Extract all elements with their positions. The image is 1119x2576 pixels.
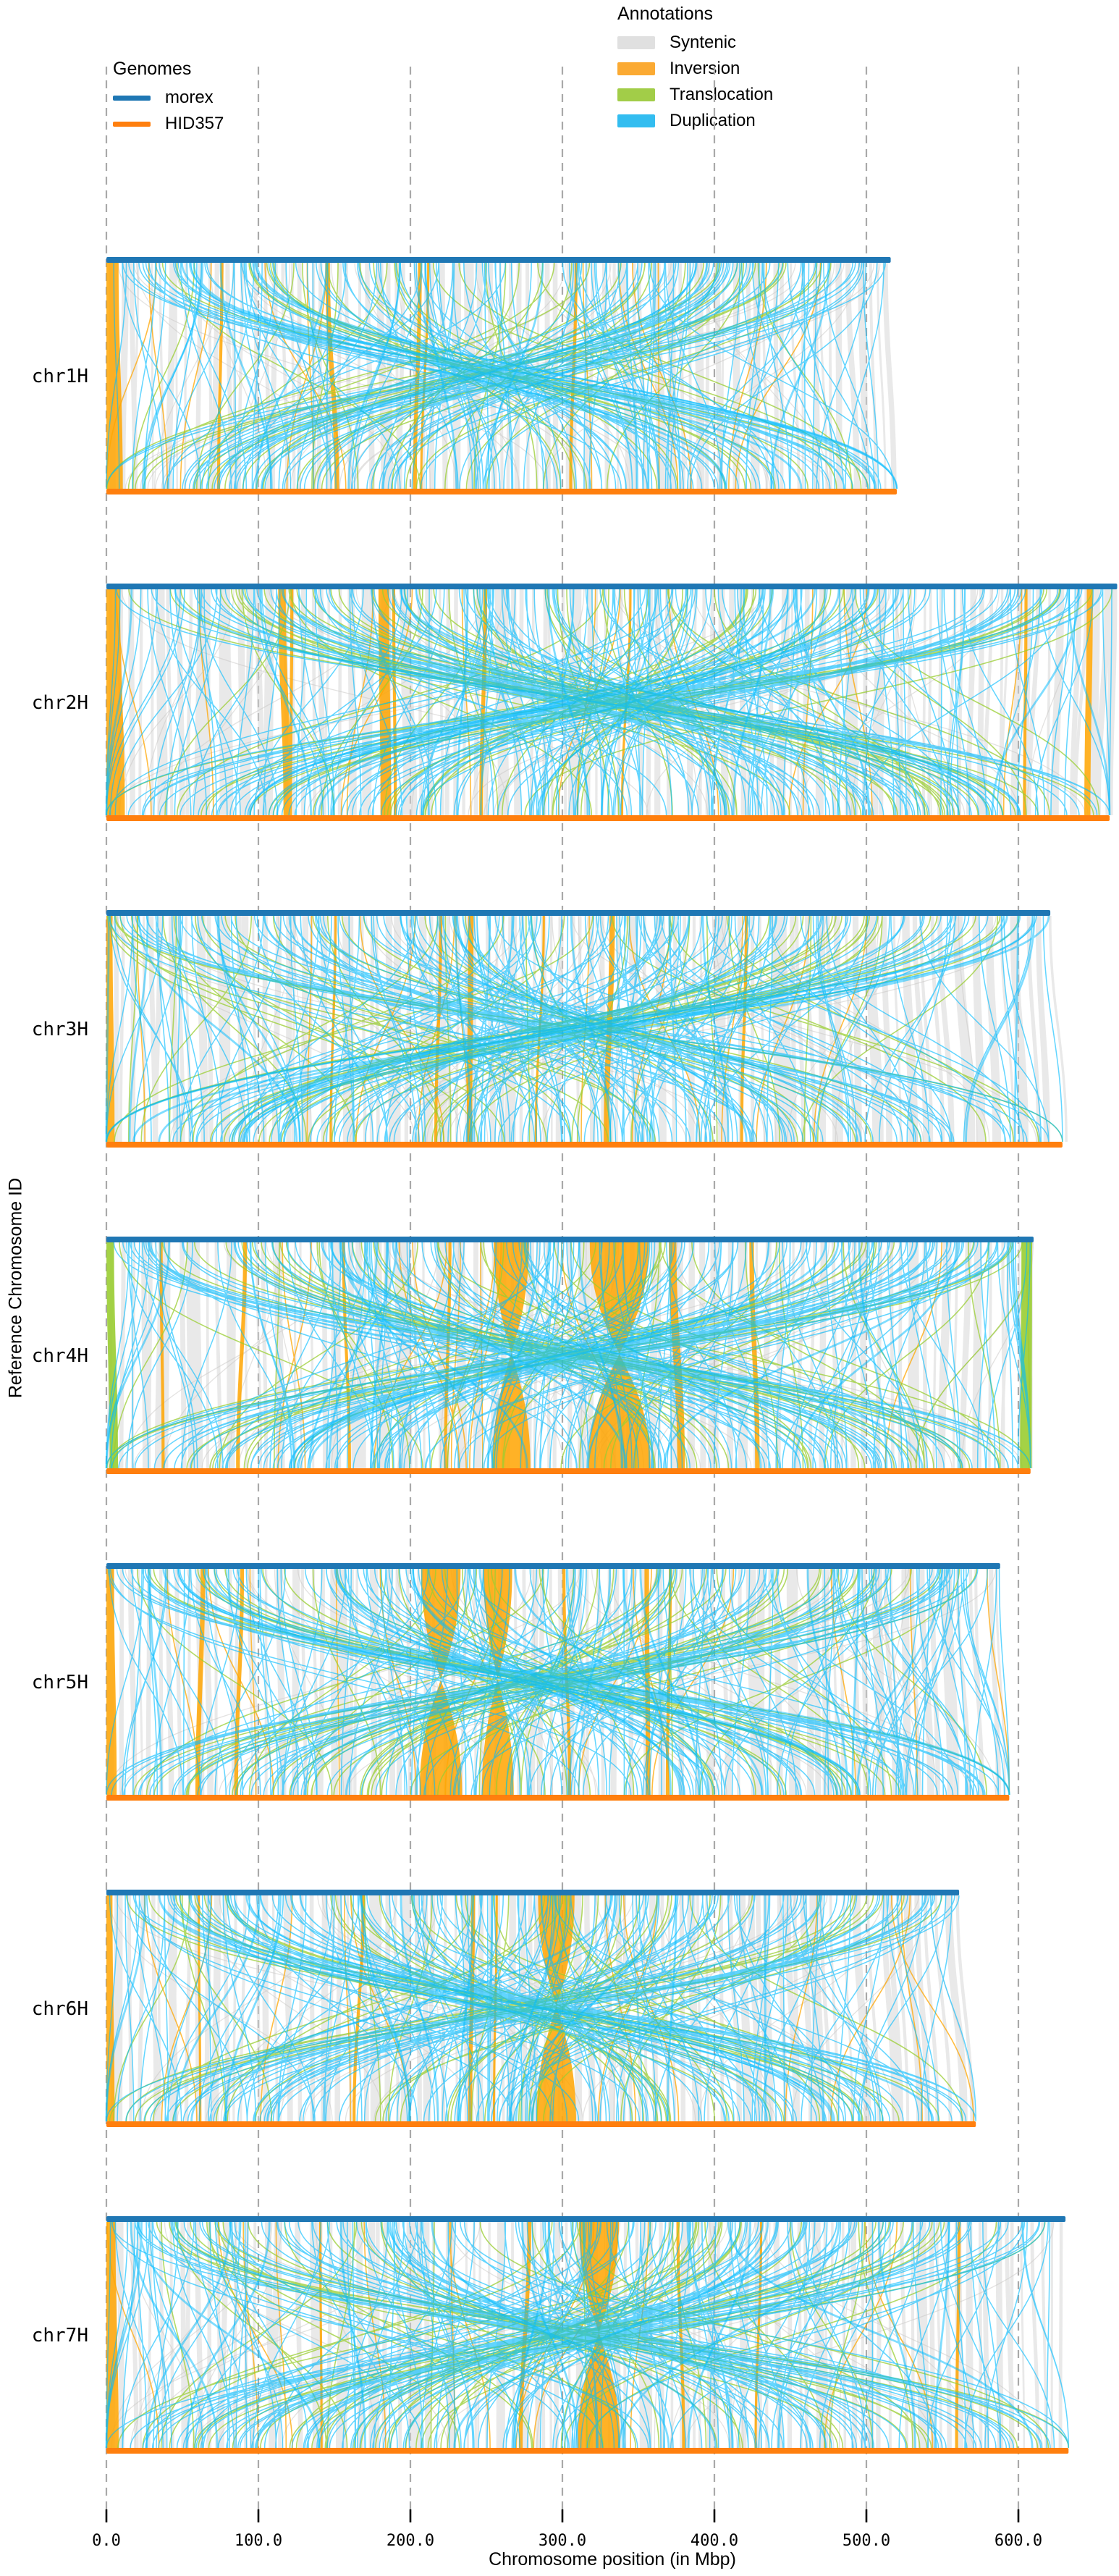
panel-chr6H: chr6H xyxy=(32,1890,976,2127)
chrom-label-chr7H: chr7H xyxy=(32,2325,88,2346)
inversion-swatch xyxy=(617,62,655,75)
qry-bar-chr4H xyxy=(106,1468,1031,1474)
ref-bar-chr5H xyxy=(106,1563,1000,1569)
syntenic-label: Syntenic xyxy=(670,33,737,52)
qry-bar-chr5H xyxy=(106,1795,1010,1801)
genomes-legend-title: Genomes xyxy=(113,59,192,79)
x-axis-ticks: 0.0 100.0 200.0 300.0 400.0 500.0 600.0 xyxy=(92,2509,1042,2550)
qry-bar-chr6H xyxy=(106,2121,976,2127)
duplication-swatch xyxy=(617,114,655,127)
duplication-lines-bold xyxy=(105,915,1050,1142)
ref-bar-chr2H xyxy=(106,584,1118,589)
legend-item-syntenic: Syntenic xyxy=(617,30,773,56)
ref-bar-chr6H xyxy=(106,1890,960,1895)
chrom-label-chr1H: chr1H xyxy=(32,366,88,387)
morex-label: morex xyxy=(165,88,214,107)
panel-chr2H: chr2H xyxy=(32,584,1118,821)
qry-bar-chr2H xyxy=(106,815,1110,821)
tick-label-100.0: 100.0 xyxy=(235,2532,282,2550)
panel-chr4H: chr4H xyxy=(32,1237,1034,1474)
ref-bar-chr3H xyxy=(106,910,1051,916)
panel-chr3H: chr3H xyxy=(32,910,1068,1148)
chrom-label-chr3H: chr3H xyxy=(32,1019,88,1040)
syntenic-ribbons xyxy=(109,589,1118,815)
hid357-label: HID357 xyxy=(165,114,224,133)
tick-label-400.0: 400.0 xyxy=(691,2532,738,2550)
hid357-line-swatch xyxy=(113,121,151,127)
translocation-label: Translocation xyxy=(670,85,774,104)
legend-item-morex: morex xyxy=(113,85,224,111)
genomes-legend: Genomes morex HID357 xyxy=(113,58,224,137)
inversion-lines xyxy=(106,262,822,489)
inversion-lines xyxy=(166,1568,1010,1796)
qry-bar-chr1H xyxy=(106,489,897,494)
tick-label-200.0: 200.0 xyxy=(387,2532,434,2550)
chrom-label-chr2H: chr2H xyxy=(32,692,88,714)
chrom-label-chr6H: chr6H xyxy=(32,1998,88,2020)
legend-item-hid357: HID357 xyxy=(113,111,224,137)
tick-label-600.0: 600.0 xyxy=(995,2532,1042,2550)
ref-bar-chr1H xyxy=(106,257,891,263)
legend-item-translocation: Translocation xyxy=(617,82,773,108)
chrom-label-chr4H: chr4H xyxy=(32,1345,88,1367)
inversion-label: Inversion xyxy=(670,59,740,78)
legend-item-duplication: Duplication xyxy=(617,108,773,134)
ref-bar-chr7H xyxy=(106,2216,1066,2222)
ref-bar-chr4H xyxy=(106,1237,1034,1242)
panel-chr5H: chr5H xyxy=(32,1563,1010,1801)
duplication-lines-bold xyxy=(105,589,1111,816)
duplication-lines-bold xyxy=(141,262,898,489)
duplication-lines-bold xyxy=(105,1242,960,1469)
syntenic-swatch xyxy=(617,36,655,49)
chrom-label-chr5H: chr5H xyxy=(32,1672,88,1693)
annotations-legend-title: Annotations xyxy=(617,4,714,24)
duplication-lines-bold xyxy=(105,2221,1034,2449)
morex-line-swatch xyxy=(113,95,151,101)
panel-chr1H: chr1H xyxy=(32,257,898,494)
qry-bar-chr7H xyxy=(106,2448,1069,2454)
x-axis-label: Chromosome position (in Mbp) xyxy=(489,2549,736,2569)
tick-label-300.0: 300.0 xyxy=(539,2532,586,2550)
duplication-lines-bold xyxy=(105,1895,934,2122)
tick-label-0.0: 0.0 xyxy=(92,2532,121,2550)
panel-chr7H: chr7H xyxy=(32,2216,1070,2454)
annotations-legend: Annotations Syntenic Inversion Transloca… xyxy=(617,3,773,134)
inversion-blocks xyxy=(106,1895,576,2121)
tick-label-500.0: 500.0 xyxy=(843,2532,890,2550)
qry-bar-chr3H xyxy=(106,1142,1063,1148)
duplication-label: Duplication xyxy=(670,111,756,130)
legend-item-inversion: Inversion xyxy=(617,56,773,82)
translocation-swatch xyxy=(617,88,655,101)
duplication-lines-bold xyxy=(148,1568,1010,1796)
